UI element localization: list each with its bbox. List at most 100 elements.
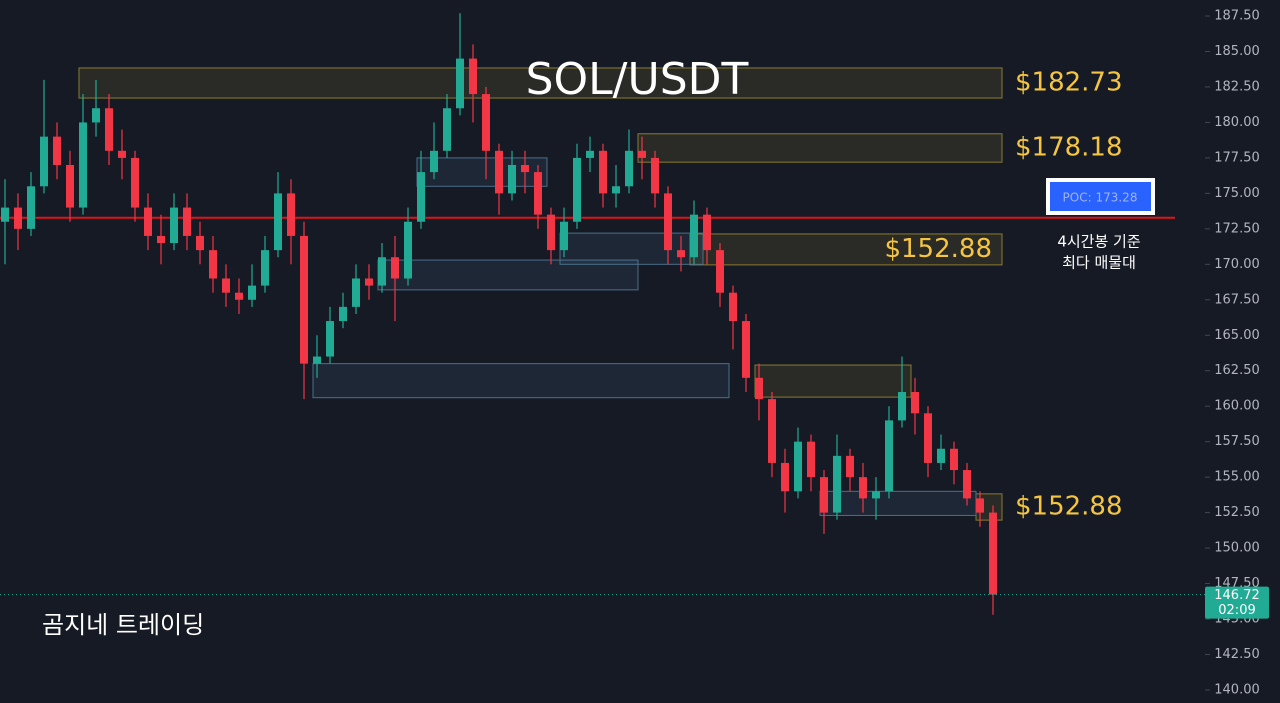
y-tick-label: 150.00 [1214,541,1260,556]
candle-body [547,214,555,251]
supply-zone [689,233,1003,266]
candle-body [820,477,828,513]
supply-zone [78,67,1003,99]
y-tick-label: 155.00 [1214,470,1260,485]
candle-body [170,207,178,244]
candle-body [14,207,22,229]
candle-body [417,172,425,222]
poc-box [1046,178,1155,215]
candle-body [937,448,945,463]
y-tick-label: 152.50 [1214,505,1260,520]
candle-body [807,441,815,478]
chart-title: SOL/USDT [526,54,749,105]
y-tick-label: 182.50 [1214,79,1260,94]
candle-body [911,392,919,414]
last-price-box [1205,586,1269,619]
candle-body [248,285,256,300]
candle-body [859,477,867,499]
candle-body [729,292,737,322]
candle-body [989,512,997,595]
candle-body [443,108,451,151]
candle-body [755,377,763,400]
candle-body [976,498,984,513]
candle-body [339,306,347,322]
candle-body [235,292,243,300]
zone-label: $152.88 [1015,491,1123,521]
candle-body [846,455,854,478]
y-tick-label: 160.00 [1214,399,1260,414]
candle-body [560,221,568,251]
candle-body [274,193,282,251]
y-tick-label: 157.50 [1214,434,1260,449]
zone-label: $178.18 [1015,132,1123,162]
candle-body [66,165,74,208]
supply-zone [754,364,912,398]
demand-zone [312,363,730,399]
candle-body [625,150,633,187]
candle-body [716,250,724,293]
candle-body [183,207,191,236]
candle-body [79,122,87,208]
candle-body [833,455,841,513]
candle-body [651,157,659,194]
y-tick-label: 170.00 [1214,257,1260,272]
candle-body [326,321,334,357]
candle-body [599,150,607,194]
candle-body [300,235,308,364]
candle-body [495,150,503,194]
candle-body [638,150,646,158]
candle-body [196,235,204,251]
demand-zone [819,490,977,516]
candle-body [898,392,906,421]
candle-body [209,250,217,279]
candle-body [950,448,958,471]
candle-body [105,108,113,151]
candle-body [534,172,542,215]
candle-body [690,214,698,258]
candle-body [222,278,230,293]
y-tick-label: 185.00 [1214,44,1260,59]
candle-body [144,207,152,236]
y-tick-label: 175.00 [1214,186,1260,201]
y-tick-label: 180.00 [1214,115,1260,130]
y-tick-label: 167.50 [1214,292,1260,307]
candle-body [1,207,9,222]
candle-body [521,165,529,173]
candle-body [352,278,360,307]
candle-body [27,186,35,229]
candle-body [742,321,750,378]
candle-body [794,441,802,492]
candle-body [781,462,789,492]
zone-label: $152.88 [884,234,992,264]
candle-body [508,165,516,194]
y-tick-label: 172.50 [1214,221,1260,236]
watermark: 곰지네 트레이딩 [42,611,204,639]
candle-body [573,157,581,222]
candle-body [430,150,438,173]
candle-body [482,94,490,151]
y-tick-label: 142.50 [1214,647,1260,662]
candle-body [963,470,971,499]
candle-body [53,136,61,166]
y-tick-label: 177.50 [1214,150,1260,165]
zone-label: $182.73 [1015,67,1123,97]
candle-body [586,150,594,158]
y-tick-label: 187.50 [1214,9,1260,24]
candle-body [703,214,711,251]
y-tick-label: 162.50 [1214,363,1260,378]
countdown: 02:09 [1218,603,1255,618]
candle-body [677,250,685,258]
demand-zone [377,259,639,291]
candle-body [768,399,776,463]
candle-body [313,356,321,364]
candle-body [365,278,373,286]
price-axis: 140.00142.50145.00147.50150.00152.50155.… [0,9,1269,697]
poc-note: 4시간봉 기준 [1057,233,1141,251]
candle-body [261,250,269,286]
candle-body [118,150,126,158]
last-price: 146.72 [1214,588,1260,603]
candle-body [924,413,932,463]
candle-body [378,257,386,286]
candle-body [157,235,165,244]
